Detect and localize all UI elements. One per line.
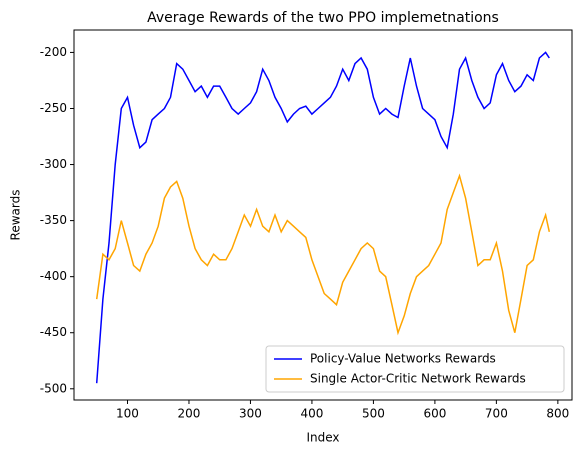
x-tick-label: 800: [546, 407, 569, 421]
chart-title: Average Rewards of the two PPO implemetn…: [147, 10, 499, 26]
y-tick-label: -300: [40, 157, 67, 171]
x-tick-label: 400: [300, 407, 323, 421]
x-axis-label: Index: [306, 431, 339, 445]
legend-label: Single Actor-Critic Network Rewards: [310, 372, 526, 386]
line-series: [95, 173, 551, 336]
line-series: [95, 51, 550, 384]
x-tick-label: 200: [178, 407, 201, 421]
legend-label: Policy-Value Networks Rewards: [310, 352, 496, 366]
legend-box: [265, 345, 565, 393]
y-tick-label: -450: [40, 325, 67, 339]
y-tick-label: -200: [40, 45, 67, 59]
x-tick-label: 500: [362, 407, 385, 421]
x-tick-label: 100: [116, 407, 139, 421]
x-tick-label: 600: [423, 407, 446, 421]
y-tick-label: -500: [40, 381, 67, 395]
x-tick-label: 700: [485, 407, 508, 421]
x-tick-label: 300: [239, 407, 262, 421]
y-tick-label: -350: [40, 213, 67, 227]
plot-frame: [73, 29, 573, 401]
y-tick-label: -250: [40, 101, 67, 115]
y-tick-label: -400: [40, 269, 67, 283]
y-axis-label: Rewards: [9, 190, 23, 241]
